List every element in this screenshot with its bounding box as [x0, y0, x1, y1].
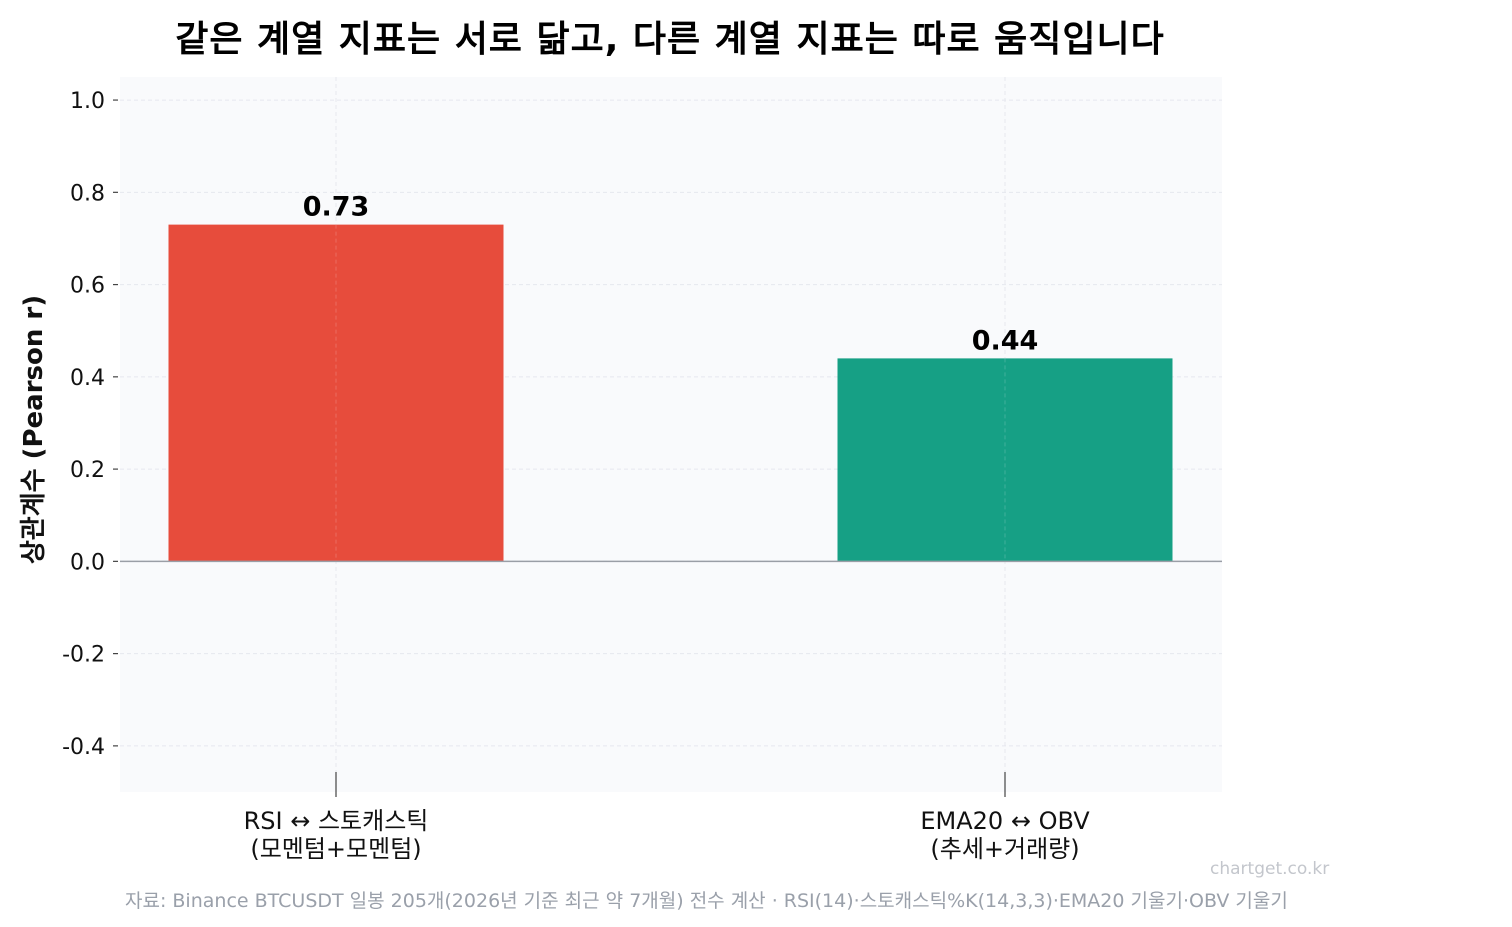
y-tick-label: -0.4	[62, 735, 105, 760]
bar	[168, 224, 504, 562]
y-tick-label: -0.2	[62, 643, 105, 668]
source-note: 자료: Binance BTCUSDT 일봉 205개(2026년 기준 최근 …	[125, 890, 1288, 912]
x-tick-label: EMA20 ↔ OBV	[920, 807, 1090, 835]
x-tick-label: RSI ↔ 스토캐스틱	[244, 807, 429, 835]
y-tick-label: 0.0	[70, 550, 105, 575]
y-tick-label: 0.2	[70, 458, 105, 483]
y-tick-label: 0.8	[70, 181, 105, 206]
y-axis-label: 상관계수 (Pearson r)	[19, 295, 49, 564]
y-tick-label: 0.6	[70, 274, 105, 299]
watermark-text: chartget.co.kr	[1210, 859, 1330, 879]
y-tick-label: 1.0	[70, 89, 105, 114]
y-tick-label: 0.4	[70, 366, 105, 391]
chart-title: 같은 계열 지표는 서로 닮고, 다른 계열 지표는 따로 움직입니다	[175, 19, 1165, 60]
bar	[837, 358, 1173, 562]
x-tick-label: (모멘텀+모멘텀)	[250, 835, 421, 863]
data-label: 0.44	[972, 325, 1039, 356]
data-label: 0.73	[303, 192, 370, 223]
x-tick-label: (추세+거래량)	[930, 835, 1079, 863]
